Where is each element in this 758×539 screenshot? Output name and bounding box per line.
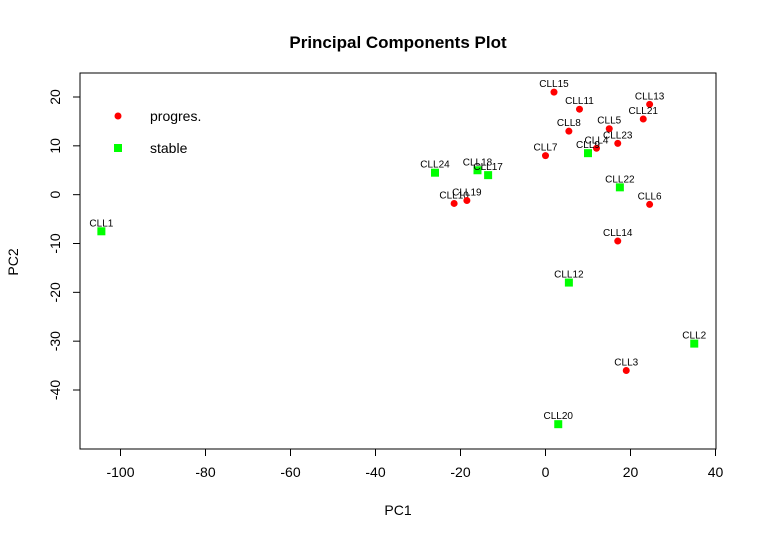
point-label-cll24: CLL24 — [420, 160, 450, 171]
x-tick-label: -60 — [280, 464, 300, 480]
x-axis: -100 -80 -60 -40 -20 0 20 40 — [106, 448, 724, 480]
point-label-cll19: CLL19 — [452, 188, 482, 199]
x-tick-label: 40 — [708, 464, 724, 480]
point-label-cll6: CLL6 — [638, 191, 662, 202]
y-tick-label: 10 — [47, 138, 63, 154]
point-label-cll23: CLL23 — [603, 130, 633, 141]
point-label-cll2: CLL2 — [682, 331, 706, 342]
point-cll19 — [463, 197, 471, 205]
point-cll1 — [97, 227, 106, 236]
point-label-cll1: CLL1 — [89, 218, 113, 229]
point-cll17 — [484, 171, 493, 180]
y-tick-label: -40 — [47, 380, 63, 400]
point-label-cll17: CLL17 — [473, 162, 503, 173]
point-cll5 — [605, 125, 613, 133]
point-label-cll15: CLL15 — [539, 79, 569, 90]
point-label-cll8: CLL8 — [557, 118, 581, 129]
legend: progres. stable — [114, 108, 201, 156]
y-tick-label: -10 — [47, 233, 63, 253]
point-label-cll5: CLL5 — [597, 116, 621, 127]
plot-area — [79, 72, 717, 450]
x-tick-label: 20 — [623, 464, 639, 480]
y-tick-label: -20 — [47, 282, 63, 302]
point-label-cll22: CLL22 — [605, 174, 635, 185]
point-label-cll12: CLL12 — [554, 270, 584, 281]
point-cll21 — [639, 115, 647, 123]
x-tick-label: -100 — [106, 464, 134, 480]
legend-marker-progres — [114, 112, 122, 120]
point-label-cll13: CLL13 — [635, 91, 665, 102]
point-label-cll11: CLL11 — [565, 96, 594, 107]
point-cll2 — [690, 339, 699, 348]
point-cll14 — [614, 237, 622, 245]
point-cll22 — [615, 183, 624, 192]
point-cll4 — [593, 144, 600, 152]
point-label-cll14: CLL14 — [603, 228, 633, 239]
point-cll12 — [564, 278, 573, 287]
x-axis-label: PC1 — [384, 502, 411, 518]
point-cll13 — [646, 100, 654, 108]
point-label-cll18: CLL18 — [463, 157, 493, 168]
x-tick-label: -80 — [195, 464, 215, 480]
point-label-cll21: CLL21 — [629, 106, 659, 117]
legend-label-progres: progres. — [150, 108, 201, 124]
point-label-cll3: CLL3 — [614, 357, 638, 368]
point-label-cll7: CLL7 — [534, 143, 558, 154]
point-cll24 — [431, 168, 439, 177]
point-cll8 — [565, 127, 573, 135]
chart-title: Principal Components Plot — [289, 33, 507, 52]
point-cll9 — [584, 149, 592, 158]
point-cll7 — [542, 152, 549, 160]
point-label-cll20: CLL20 — [544, 411, 574, 422]
point-cll10 — [450, 199, 458, 207]
y-axis: -40 -30 -20 -10 0 10 20 — [47, 89, 81, 400]
y-axis-label: PC2 — [5, 248, 21, 275]
point-cll11 — [576, 105, 583, 113]
y-tick-label: 0 — [47, 191, 63, 199]
point-cll18 — [473, 166, 482, 175]
x-tick-label: -40 — [365, 464, 385, 480]
y-tick-label: -30 — [47, 331, 63, 351]
point-label-cll4: CLL4 — [585, 135, 609, 146]
point-label-cll9: CLL9 — [576, 140, 600, 151]
point-cll3 — [622, 366, 630, 374]
point-cll15 — [550, 88, 558, 96]
legend-marker-stable — [114, 144, 122, 152]
legend-label-stable: stable — [150, 140, 188, 156]
point-cll6 — [646, 200, 654, 208]
x-tick-label: 0 — [542, 464, 550, 480]
point-cll23 — [614, 139, 622, 147]
x-tick-label: -20 — [450, 464, 470, 480]
point-label-cll10: CLL10 — [439, 190, 469, 201]
y-tick-label: 20 — [47, 89, 63, 105]
point-cll20 — [554, 420, 563, 429]
